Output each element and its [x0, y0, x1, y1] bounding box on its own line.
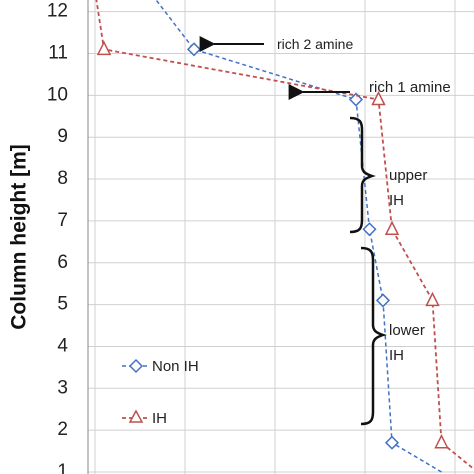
legend: Non IH IH	[122, 358, 199, 427]
rich1-label: rich 1 amine	[369, 79, 451, 96]
legend-non-ih-marker	[128, 358, 144, 374]
y-tick-label: 10	[47, 84, 68, 105]
lower-ih-label-2: IH	[389, 347, 404, 364]
y-tick-label: 8	[57, 168, 68, 189]
y-tick-label: 5	[57, 294, 68, 315]
y-tick-label: 7	[57, 210, 68, 231]
y-tick-label: 12	[47, 1, 68, 22]
y-axis-label: Column height [m]	[8, 144, 31, 329]
y-tick-label: 3	[57, 377, 68, 398]
data-point	[384, 435, 400, 450]
series-non-ih	[155, 0, 442, 473]
y-tick-label: 2	[57, 419, 68, 440]
y-tick-label: 6	[57, 252, 68, 273]
series-layer	[95, 0, 474, 473]
lower-ih-label-1: lower	[389, 322, 425, 339]
data-point	[384, 220, 400, 236]
legend-ih-marker	[128, 409, 144, 423]
data-point	[375, 293, 391, 308]
y-tick-label: 9	[57, 126, 68, 147]
data-point	[371, 90, 386, 106]
y-tick-label: 11	[48, 43, 68, 64]
data-point	[186, 42, 202, 57]
upper-ih-label-2: IH	[389, 192, 404, 209]
rich2-label: rich 2 amine	[277, 36, 353, 52]
data-point	[434, 434, 449, 449]
legend-non-ih-label: Non IH	[152, 358, 199, 375]
legend-ih-label: IH	[152, 410, 167, 427]
series-ih	[95, 0, 474, 471]
series-line	[95, 0, 474, 471]
y-tick-label: 4	[57, 335, 68, 356]
upper-ih-label-1: upper	[389, 167, 427, 184]
upper-ih-brace	[349, 116, 376, 234]
data-point	[362, 222, 377, 237]
data-point	[425, 291, 440, 307]
grid-lines	[87, 0, 474, 474]
data-point	[96, 40, 112, 56]
y-tick-label: 1	[57, 461, 68, 474]
lower-ih-brace	[360, 246, 387, 426]
series-line	[155, 0, 442, 473]
